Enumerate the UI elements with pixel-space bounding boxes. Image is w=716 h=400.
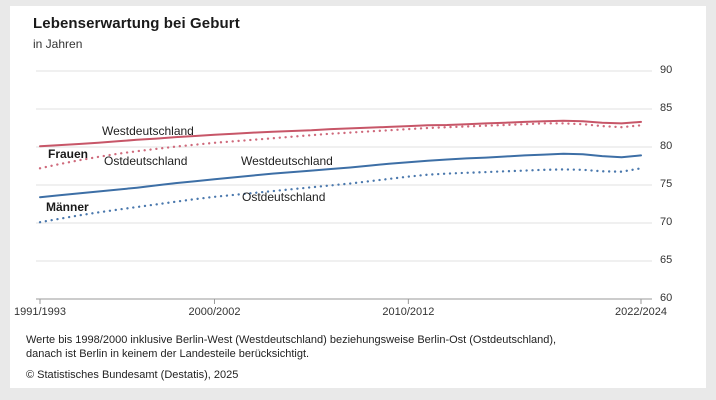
label-frauen-ost: Ostdeutschland — [104, 154, 188, 168]
label-maenner: Männer — [46, 200, 89, 214]
x-tick-label: 1991/1993 — [14, 306, 66, 318]
label-maenner-ost: Ostdeutschland — [242, 190, 326, 204]
y-tick-label: 80 — [660, 140, 673, 152]
x-tick-label: 2000/2002 — [188, 306, 241, 318]
line-frauen-west — [39, 119, 642, 148]
y-tick-label: 70 — [660, 216, 673, 228]
chart-card — [10, 6, 706, 388]
x-tick-label: 2010/2012 — [382, 306, 435, 318]
label-frauen-west: Westdeutschland — [102, 124, 194, 138]
label-frauen: Frauen — [48, 147, 89, 161]
x-tick-label: 2022/2024 — [615, 306, 667, 318]
line-maenner-ost — [38, 167, 643, 224]
page-subtitle: in Jahren — [33, 37, 83, 51]
line-maenner-west — [39, 152, 642, 199]
y-tick-label: 65 — [660, 254, 673, 266]
y-tick-label: 90 — [660, 64, 673, 76]
footnote-line-1: Werte bis 1998/2000 inklusive Berlin-Wes… — [26, 334, 557, 346]
footnote-line-2: danach ist Berlin in keinem der Landeste… — [26, 348, 310, 360]
page-title: Lebenserwartung bei Geburt — [33, 15, 240, 32]
y-tick-label: 75 — [660, 178, 673, 190]
copyright: © Statistisches Bundesamt (Destatis), 20… — [26, 369, 239, 381]
y-tick-label: 60 — [660, 292, 673, 304]
label-maenner-west: Westdeutschland — [241, 154, 333, 168]
y-tick-label: 85 — [660, 102, 673, 114]
